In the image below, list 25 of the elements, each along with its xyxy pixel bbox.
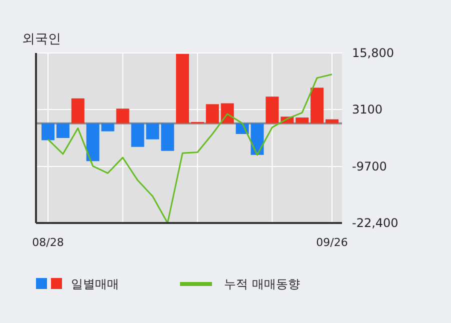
legend-label: 누적 매매동향 xyxy=(224,277,300,292)
y-tick-label: 3100 xyxy=(352,102,383,117)
bar xyxy=(86,123,100,162)
bar xyxy=(56,123,70,138)
bar xyxy=(42,123,54,140)
bar xyxy=(101,123,114,132)
bar xyxy=(206,104,219,124)
y-tick-label: 15,800 xyxy=(352,46,394,60)
y-tick-label: -22,400 xyxy=(352,216,398,230)
bar xyxy=(146,123,160,140)
x-tick-label: 09/26 xyxy=(316,236,348,249)
line-series xyxy=(47,74,333,224)
bar xyxy=(296,118,309,124)
bar xyxy=(71,98,84,124)
bar xyxy=(326,119,338,124)
bar xyxy=(116,108,130,124)
legend-label: 일별매매 xyxy=(71,277,119,292)
chart-title: 외국인 xyxy=(22,32,61,47)
bar xyxy=(310,88,324,124)
bar xyxy=(131,123,144,147)
y-tick-label: -9700 xyxy=(352,160,387,174)
bar xyxy=(161,123,174,151)
bar xyxy=(266,96,279,124)
x-tick-label: 08/28 xyxy=(32,236,64,249)
bar xyxy=(176,54,190,124)
